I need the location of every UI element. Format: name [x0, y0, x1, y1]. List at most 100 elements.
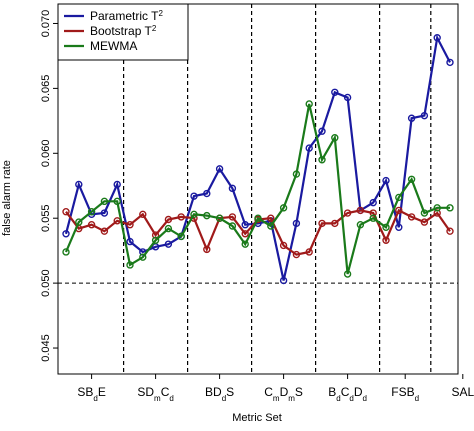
data-point	[395, 193, 403, 202]
data-point	[215, 165, 224, 173]
data-point	[331, 134, 339, 142]
y-tick-label: 0.050	[40, 269, 52, 297]
data-point	[100, 197, 109, 206]
data-point	[356, 221, 365, 229]
data-point	[100, 209, 109, 217]
y-axis-label: false alarm rate	[1, 160, 13, 236]
data-point	[446, 58, 454, 67]
data-point	[215, 214, 224, 222]
data-point	[395, 223, 403, 231]
data-point	[177, 213, 185, 221]
data-point	[126, 221, 134, 229]
legend-label: MEWMA	[90, 39, 137, 53]
data-point	[343, 93, 352, 102]
y-tick-label: 0.065	[40, 75, 52, 103]
data-point	[62, 230, 70, 238]
data-point	[292, 170, 301, 178]
data-point	[87, 221, 96, 229]
legend-label: Parametric T2	[90, 9, 163, 24]
data-point	[305, 144, 313, 152]
data-point	[343, 270, 352, 278]
series-1	[62, 206, 454, 259]
data-point	[420, 111, 429, 120]
data-point	[318, 127, 326, 135]
data-point	[75, 180, 83, 189]
data-point	[433, 34, 441, 42]
y-tick-label: 0.045	[40, 334, 52, 362]
x-axis-label: Metric Set	[232, 412, 282, 424]
data-point	[203, 189, 211, 198]
data-point	[318, 156, 326, 164]
plot-frame	[57, 3, 459, 375]
data-point	[203, 245, 211, 254]
data-point	[382, 176, 390, 185]
data-point	[267, 222, 275, 230]
data-point	[407, 175, 416, 183]
y-tick-label: 0.055	[40, 204, 52, 232]
data-point	[62, 248, 70, 256]
data-point	[126, 237, 134, 246]
data-point	[228, 184, 237, 193]
data-point	[228, 213, 237, 221]
data-point	[420, 218, 429, 226]
data-point	[126, 261, 134, 269]
data-point	[241, 240, 249, 248]
data-point	[292, 219, 301, 228]
x-category-label: SAL	[451, 385, 474, 399]
data-point	[395, 206, 403, 215]
data-point	[407, 114, 416, 122]
data-point	[75, 218, 83, 226]
data-point	[279, 204, 288, 212]
data-point	[331, 219, 339, 228]
data-point	[382, 236, 390, 244]
series-line	[64, 34, 451, 281]
data-point	[343, 209, 352, 217]
data-point	[331, 88, 339, 96]
data-point	[113, 197, 121, 206]
data-point	[433, 209, 441, 217]
data-point	[292, 250, 301, 259]
series-0	[62, 34, 454, 285]
data-point	[420, 209, 429, 217]
x-category-label: FSBd	[391, 385, 419, 403]
data-point	[254, 214, 262, 222]
data-point	[190, 192, 198, 200]
data-point	[228, 222, 237, 230]
data-point	[139, 210, 147, 219]
data-point	[305, 100, 313, 108]
x-category-label: BdCdDd	[328, 385, 367, 403]
data-point	[177, 232, 185, 241]
legend-label: Bootstrap T2	[90, 24, 157, 39]
data-point	[279, 241, 288, 250]
data-point	[164, 224, 173, 233]
y-tick-label: 0.070	[40, 10, 52, 38]
data-point	[139, 253, 147, 261]
data-point	[241, 230, 249, 238]
data-point	[356, 206, 365, 215]
data-point	[62, 208, 70, 216]
data-point	[318, 219, 326, 228]
data-point	[113, 180, 121, 189]
data-point	[164, 215, 173, 224]
data-point	[203, 211, 211, 220]
x-category-label: SDmCd	[137, 385, 173, 403]
data-point	[190, 210, 198, 219]
data-point	[407, 213, 416, 221]
data-point	[87, 208, 96, 216]
series-2	[62, 100, 454, 278]
y-tick-label: 0.060	[40, 140, 52, 168]
data-point	[279, 276, 288, 285]
data-point	[151, 231, 160, 239]
data-point	[433, 204, 441, 212]
data-point	[241, 221, 249, 229]
data-point	[267, 214, 275, 222]
data-point	[151, 236, 160, 244]
data-point	[369, 214, 377, 222]
data-point	[369, 198, 377, 207]
data-point	[446, 227, 454, 235]
series-line	[64, 103, 450, 275]
data-point	[382, 223, 390, 231]
data-point	[369, 209, 377, 217]
x-category-label: BDdS	[205, 385, 234, 403]
